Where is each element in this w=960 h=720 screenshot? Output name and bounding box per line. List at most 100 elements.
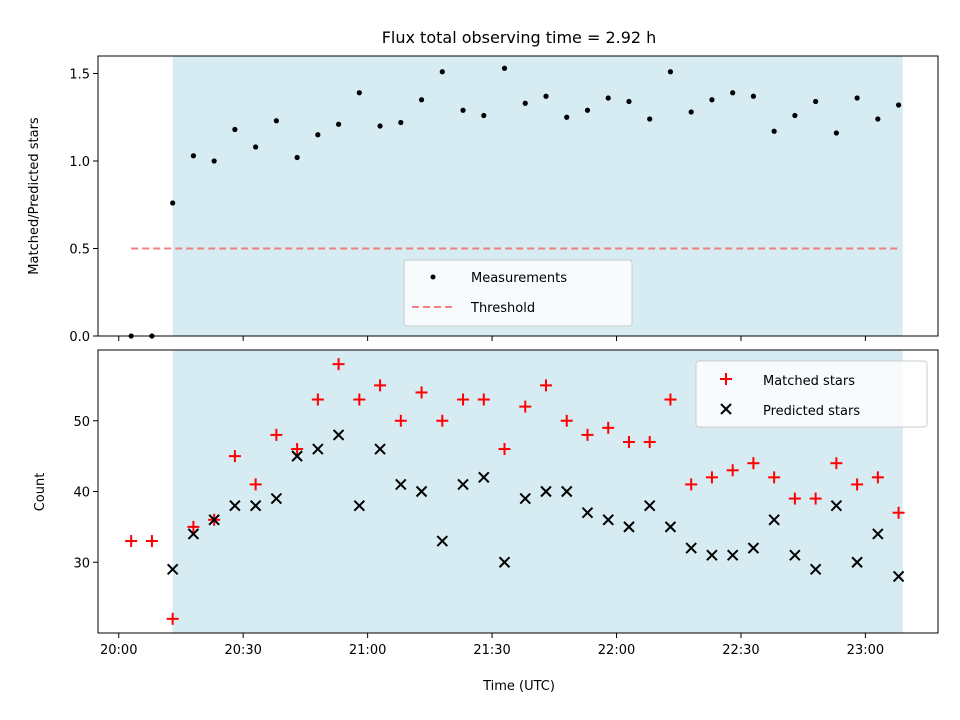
- matched-star-point: [415, 386, 428, 399]
- y-tick-label: 0.5: [69, 243, 90, 258]
- measurement-point: [522, 100, 528, 106]
- predicted-star-point: [540, 485, 552, 498]
- x-stroke-b: [581, 507, 594, 519]
- matched-star-point: [228, 450, 241, 463]
- x-stroke-b: [291, 450, 303, 462]
- predicted-star-point: [353, 499, 366, 512]
- y-axis-label-top: Matched/Predicted stars: [27, 117, 42, 275]
- measurement-point: [730, 90, 736, 96]
- legend-predicted-label: Predicted stars: [763, 404, 860, 419]
- predicted-star-point: [706, 549, 718, 561]
- predicted-star-point: [208, 514, 220, 526]
- measurement-point: [605, 95, 611, 101]
- matched-star-point: [249, 478, 262, 491]
- predicted-star-point: [872, 528, 884, 540]
- x-stroke-b: [643, 499, 656, 512]
- y-tick-label: 50: [73, 415, 90, 430]
- matched-star-point: [892, 506, 905, 519]
- x-stroke-b: [809, 563, 822, 576]
- x-stroke-b: [457, 478, 469, 491]
- x-stroke-b: [540, 485, 552, 498]
- measurement-point: [232, 126, 238, 133]
- matched-star-point: [602, 421, 615, 434]
- matched-star-point: [809, 492, 822, 505]
- matched-star-point: [830, 457, 843, 470]
- predicted-star-point: [519, 492, 531, 505]
- x-tick-label: 21:00: [349, 643, 386, 658]
- legend-bottom: Matched stars Predicted stars: [695, 360, 928, 428]
- x-stroke-b: [415, 485, 428, 498]
- measurement-point: [481, 112, 487, 119]
- measurement-point: [335, 121, 342, 127]
- x-stroke-b: [229, 499, 241, 512]
- measurement-point: [543, 93, 549, 99]
- predicted-star-point: [374, 443, 386, 455]
- measurement-point: [895, 102, 902, 108]
- measurement-point: [170, 200, 176, 206]
- predicted-star-point: [395, 478, 407, 491]
- predicted-star-point: [789, 549, 801, 561]
- plot-marks-bottom: [125, 358, 905, 625]
- x-stroke-b: [851, 556, 863, 568]
- matched-star-point: [125, 535, 138, 548]
- measurement-point: [647, 116, 653, 122]
- measurement-point: [771, 128, 777, 134]
- matched-star-point: [747, 457, 760, 470]
- x-stroke-b: [270, 492, 283, 505]
- y-tick-label: 30: [73, 556, 90, 571]
- measurement-point: [253, 144, 259, 150]
- predicted-star-point: [229, 499, 241, 512]
- measurement-point: [294, 154, 300, 161]
- measurement-point: [377, 123, 383, 129]
- top-panel: 0.0 0.5 1.0 1.5 Matched/Predicted stars Mea…: [27, 55, 939, 345]
- x-stroke-b: [166, 563, 179, 576]
- legend-matched-marker: [720, 373, 732, 385]
- measurement-point: [439, 69, 445, 75]
- matched-star-point: [643, 435, 656, 448]
- x-stroke-b: [519, 492, 531, 505]
- y-axis-label-bottom: Count: [33, 473, 48, 512]
- matched-star-point: [851, 478, 864, 491]
- x-stroke-b: [789, 549, 801, 561]
- predicted-star-point: [602, 514, 614, 526]
- predicted-star-point: [166, 563, 179, 576]
- x-stroke-b: [726, 549, 739, 561]
- matched-star-point: [187, 520, 200, 533]
- x-ticks-bottom: 20:00 20:30 21:00 21:30 22:00 22:30 23:00: [100, 633, 884, 658]
- x-stroke-b: [830, 499, 843, 512]
- x-tick-label: 21:30: [473, 643, 510, 658]
- predicted-star-point: [312, 443, 324, 455]
- x-stroke-b: [872, 528, 884, 540]
- measurement-point: [398, 119, 404, 126]
- matched-star-point: [726, 464, 739, 477]
- x-stroke-b: [747, 542, 760, 554]
- matched-star-point: [705, 471, 718, 484]
- measurement-point: [211, 158, 217, 164]
- y-tick-label: 0.0: [69, 330, 90, 345]
- legend-bottom-frame: [695, 360, 928, 428]
- x-stroke-b: [332, 429, 345, 441]
- x-stroke-b: [664, 521, 677, 533]
- predicted-star-point: [291, 450, 303, 462]
- x-stroke-b: [623, 521, 635, 533]
- x-stroke-b: [249, 499, 262, 512]
- y-ticks-bottom: 30 40 50: [73, 415, 98, 571]
- matched-star-point: [560, 414, 573, 427]
- legend-top-frame: [403, 259, 633, 327]
- matched-star-point: [166, 612, 179, 625]
- matched-star-point: [871, 471, 884, 484]
- matched-star-point: [145, 535, 158, 548]
- predicted-star-point: [436, 535, 449, 547]
- x-stroke-b: [706, 549, 718, 561]
- predicted-star-point: [581, 507, 594, 519]
- measurement-point: [626, 98, 632, 105]
- measurement-point: [813, 98, 819, 105]
- x-tick-label: 22:00: [598, 643, 635, 658]
- measurement-point: [854, 95, 860, 101]
- x-tick-label: 20:00: [100, 643, 137, 658]
- axes-frame-top: [97, 55, 939, 337]
- x-stroke-b: [436, 535, 449, 547]
- plot-marks-top: [128, 65, 902, 339]
- matched-star-point: [332, 358, 345, 371]
